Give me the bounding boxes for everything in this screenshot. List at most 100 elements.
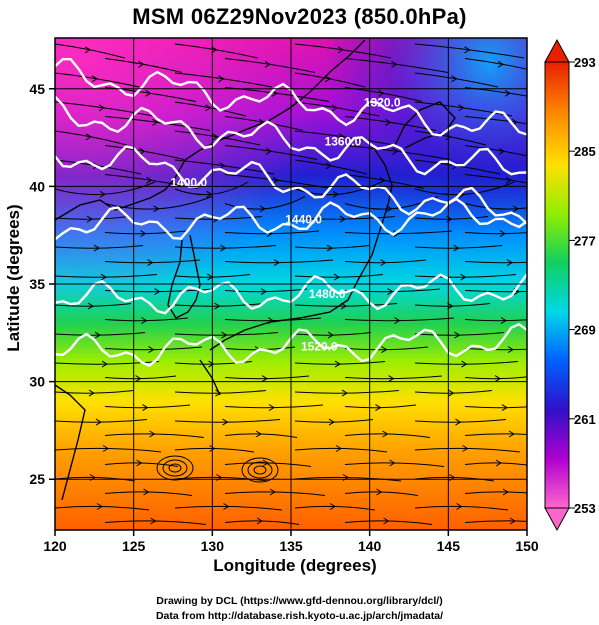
streamline-arrow xyxy=(386,205,393,213)
streamline-arrow xyxy=(388,375,395,383)
streamline-arrow xyxy=(98,104,105,112)
streamline-arrow xyxy=(99,190,106,198)
streamline-arrow xyxy=(331,104,338,112)
streamline-arrow xyxy=(501,404,508,412)
streamline-arrow xyxy=(96,503,103,510)
streamline-arrow xyxy=(138,60,145,68)
streamline-arrow xyxy=(208,360,215,368)
streamline-arrow xyxy=(143,488,150,496)
x-axis-label: Longitude (degrees) xyxy=(213,556,377,575)
x-tick-label: 140 xyxy=(358,538,382,554)
streamline-arrow xyxy=(389,459,396,467)
streamline-arrow xyxy=(393,230,400,238)
streamline-arrow xyxy=(221,331,228,339)
contour-labels: 1320.0 1360.0 1400.0 1440.0 1480.0 1520.0 xyxy=(170,95,401,353)
streamline-arrow xyxy=(222,418,229,426)
streamline-arrow xyxy=(505,176,512,184)
page-title: MSM 06Z29Nov2023 (850.0hPa) xyxy=(132,4,467,29)
streamline-arrow xyxy=(448,389,455,397)
streamline-arrow xyxy=(495,459,502,467)
streamline-arrow xyxy=(153,205,160,213)
streamline-arrow xyxy=(154,288,161,296)
vortex-streamline xyxy=(241,457,279,483)
streamline-arrow xyxy=(273,259,280,267)
streamline-arrow xyxy=(261,375,268,383)
streamline-arrow xyxy=(86,215,93,223)
streamline-arrow xyxy=(458,104,465,112)
colorbar-tick-label: 293 xyxy=(574,55,596,70)
streamline-arrow xyxy=(215,389,222,397)
x-tick-label: 150 xyxy=(515,538,539,554)
streamline-arrow xyxy=(383,517,390,525)
colorbar-tick-label: 277 xyxy=(574,233,596,248)
streamline-arrow xyxy=(256,517,263,525)
streamline-arrow xyxy=(380,259,387,267)
streamline-arrow xyxy=(95,418,102,426)
streamline-arrow xyxy=(327,331,334,339)
streamline-arrow xyxy=(509,517,516,525)
streamline-arrow xyxy=(141,317,148,325)
streamline-arrow xyxy=(269,488,276,496)
streamline-arrow xyxy=(337,46,344,54)
streamline-arrow xyxy=(136,459,143,467)
streamline-arrow xyxy=(147,259,154,267)
streamline-arrow xyxy=(502,488,509,496)
streamline-arrow xyxy=(219,162,226,170)
streamline-arrow xyxy=(209,445,216,452)
streamline-arrow xyxy=(464,46,471,54)
streamline-arrow xyxy=(453,244,460,252)
streamline-arrow xyxy=(461,360,468,368)
streamline-arrow xyxy=(378,89,385,97)
streamline-arrow xyxy=(212,133,219,141)
streamline-arrow xyxy=(142,404,149,412)
colorbar-tick-label: 269 xyxy=(574,323,596,338)
streamline-arrow xyxy=(376,488,383,496)
contour-label: 1400.0 xyxy=(170,175,207,189)
vortex-streamline xyxy=(162,459,188,477)
colorbar-tick-label: 261 xyxy=(574,412,596,427)
streamline-arrow xyxy=(391,60,398,68)
streamline-arrow xyxy=(150,517,157,525)
streamline-arrow xyxy=(497,60,504,68)
streamline-arrow xyxy=(140,230,147,238)
colorbar-tick-label: 253 xyxy=(574,501,596,516)
streamline-arrow xyxy=(264,60,271,68)
y-tick-label: 40 xyxy=(29,178,45,194)
streamline-arrow xyxy=(146,176,153,184)
streamline-arrow xyxy=(335,445,342,452)
streamline-arrow xyxy=(387,288,394,296)
drawing-credit: Drawing by DCL (https://www.gfd-dennou.o… xyxy=(156,595,443,607)
streamline-arrow xyxy=(87,302,94,310)
streamline-arrow xyxy=(332,190,339,198)
streamline-arrow xyxy=(328,418,335,426)
streamline-arrow xyxy=(85,133,92,141)
streamline-arrow xyxy=(382,430,389,438)
streamline-arrow xyxy=(148,346,155,354)
streamline-arrow xyxy=(329,503,336,510)
streamline-arrow xyxy=(341,389,348,397)
streamline-arrow xyxy=(500,317,507,325)
lat-lon-grid xyxy=(55,38,527,530)
vortex-streamline xyxy=(247,461,273,479)
wind-streamlines xyxy=(55,43,527,525)
streamline-arrow xyxy=(447,302,454,310)
streamline-arrow xyxy=(460,273,467,281)
y-tick-label: 45 xyxy=(29,81,45,97)
streamline-arrow xyxy=(494,375,501,383)
streamline-arrow xyxy=(325,162,332,170)
y-axis-label: Latitude (degrees) xyxy=(4,204,23,352)
streamline-arrow xyxy=(265,147,272,155)
streamline-arrow xyxy=(445,133,452,141)
streamline-arrow xyxy=(262,459,269,467)
streamline-arrow xyxy=(455,418,462,426)
streamline-arrow xyxy=(94,331,101,339)
streamline-arrow xyxy=(152,118,159,126)
streamline-arrow xyxy=(218,75,225,83)
streamline-arrow xyxy=(145,89,152,97)
streamline-arrow xyxy=(334,360,341,368)
streamline-arrow xyxy=(385,118,392,126)
streamline-arrow xyxy=(220,244,227,252)
streamline-arrow xyxy=(508,430,515,438)
colorbar: 253 261 269 277 285 293 xyxy=(544,38,596,532)
streamline-arrow xyxy=(206,190,213,198)
